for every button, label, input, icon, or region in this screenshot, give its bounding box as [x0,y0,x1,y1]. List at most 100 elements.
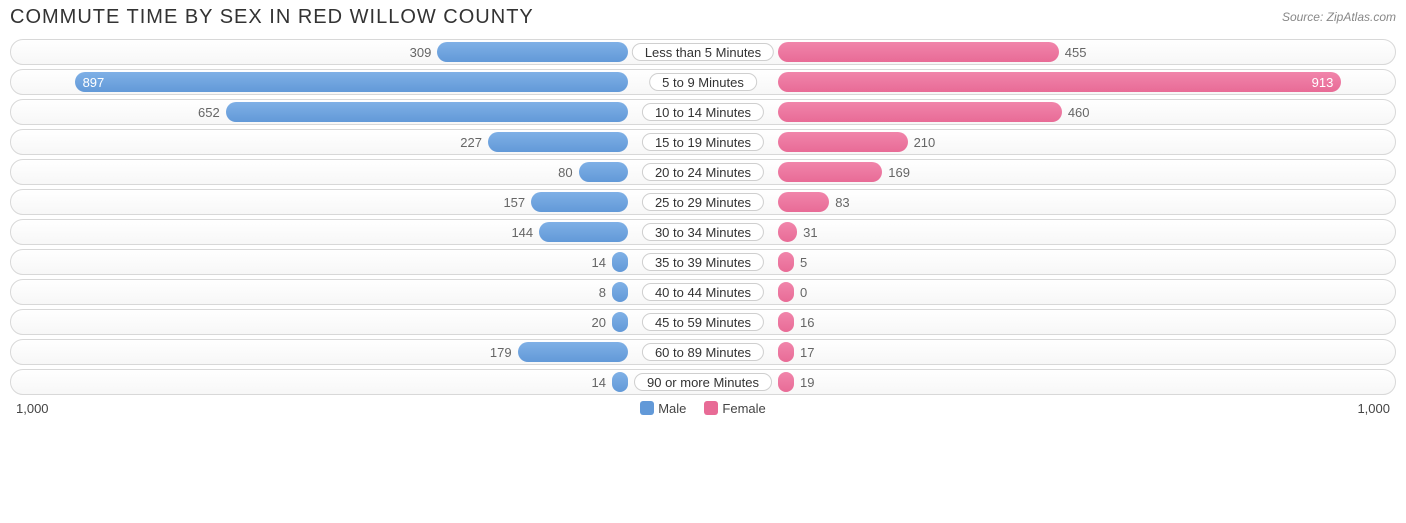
female-value: 0 [794,285,813,300]
axis-left-max: 1,000 [10,401,49,416]
female-bar [778,102,1062,122]
female-bar [778,282,794,302]
female-value: 16 [794,315,820,330]
header: COMMUTE TIME BY SEX IN RED WILLOW COUNTY… [10,6,1396,29]
chart-row: 14 535 to 39 Minutes [10,249,1396,275]
female-half: 19 [703,372,1395,392]
female-bar [778,312,794,332]
female-value: 169 [882,165,916,180]
male-bar [612,372,628,392]
male-bar [518,342,628,362]
male-half: 897 [11,72,703,92]
male-half: 8 [11,282,703,302]
chart-source: Source: ZipAtlas.com [1282,6,1396,24]
male-value: 309 [404,45,438,60]
female-bar [778,162,882,182]
male-bar [539,222,628,242]
male-value: 20 [586,315,612,330]
male-value: 652 [192,105,226,120]
category-label: 90 or more Minutes [634,373,772,391]
male-bar [531,192,628,212]
female-value: 455 [1059,45,1093,60]
legend: Male Female [49,401,1358,416]
male-half: 80 [11,162,703,182]
male-half: 652 [11,102,703,122]
female-value: 210 [908,135,942,150]
female-value: 31 [797,225,823,240]
chart-row: 157 83 25 to 29 Minutes [10,189,1396,215]
category-label: 15 to 19 Minutes [642,133,764,151]
male-bar [488,132,628,152]
female-value: 460 [1062,105,1096,120]
male-bar [226,102,628,122]
male-bar: 897 [75,72,628,92]
female-bar [778,372,794,392]
chart-row: 144 31 30 to 34 Minutes [10,219,1396,245]
male-half: 227 [11,132,703,152]
chart-row: 20 16 45 to 59 Minutes [10,309,1396,335]
female-value: 83 [829,195,855,210]
category-label: 20 to 24 Minutes [642,163,764,181]
male-bar [612,312,628,332]
category-label: 45 to 59 Minutes [642,313,764,331]
female-value: 19 [794,375,820,390]
category-label: 5 to 9 Minutes [649,73,757,91]
chart-row: 80 169 20 to 24 Minutes [10,159,1396,185]
chart-title: COMMUTE TIME BY SEX IN RED WILLOW COUNTY [10,6,534,29]
category-label: 25 to 29 Minutes [642,193,764,211]
male-value: 157 [497,195,531,210]
male-value: 144 [505,225,539,240]
female-half: 16 [703,312,1395,332]
male-value: 80 [552,165,578,180]
category-label: 10 to 14 Minutes [642,103,764,121]
male-bar [612,252,628,272]
female-half: 5 [703,252,1395,272]
female-bar: 913 [778,72,1341,92]
female-half: 169 [703,162,1395,182]
male-half: 14 [11,372,703,392]
chart-row: 652 460 10 to 14 Minutes [10,99,1396,125]
category-label: 60 to 89 Minutes [642,343,764,361]
male-bar [612,282,628,302]
male-value: 14 [586,375,612,390]
male-value: 8 [593,285,612,300]
chart-row: 1791760 to 89 Minutes [10,339,1396,365]
chart-row: 227 210 15 to 19 Minutes [10,129,1396,155]
male-value: 179 [484,345,518,360]
male-half: 14 [11,252,703,272]
legend-swatch [640,401,654,415]
male-half: 144 [11,222,703,242]
female-half: 0 [703,282,1395,302]
female-bar [778,192,829,212]
male-half: 309 [11,42,703,62]
female-half: 460 [703,102,1395,122]
butterfly-chart: 309 455 Less than 5 Minutes897 913 5 to 9 Mi… [10,39,1396,395]
female-half: 455 [703,42,1395,62]
category-label: Less than 5 Minutes [632,43,774,61]
male-bar [579,162,628,182]
category-label: 35 to 39 Minutes [642,253,764,271]
female-half: 83 [703,192,1395,212]
female-half: 31 [703,222,1395,242]
female-bar [778,252,794,272]
male-bar [437,42,628,62]
female-bar [778,342,794,362]
female-bar [778,222,797,242]
female-half: 913 [703,72,1395,92]
legend-item: Male [640,401,686,416]
male-half: 157 [11,192,703,212]
category-label: 40 to 44 Minutes [642,283,764,301]
male-half: 179 [11,342,703,362]
chart-row: 8 0 40 to 44 Minutes [10,279,1396,305]
legend-swatch [704,401,718,415]
axis-right-max: 1,000 [1357,401,1396,416]
legend-item: Female [704,401,765,416]
female-bar [778,42,1059,62]
male-value: 14 [586,255,612,270]
chart-row: 309 455 Less than 5 Minutes [10,39,1396,65]
male-half: 20 [11,312,703,332]
chart-row: 14 19 90 or more Minutes [10,369,1396,395]
category-label: 30 to 34 Minutes [642,223,764,241]
male-value: 227 [454,135,488,150]
female-half: 210 [703,132,1395,152]
